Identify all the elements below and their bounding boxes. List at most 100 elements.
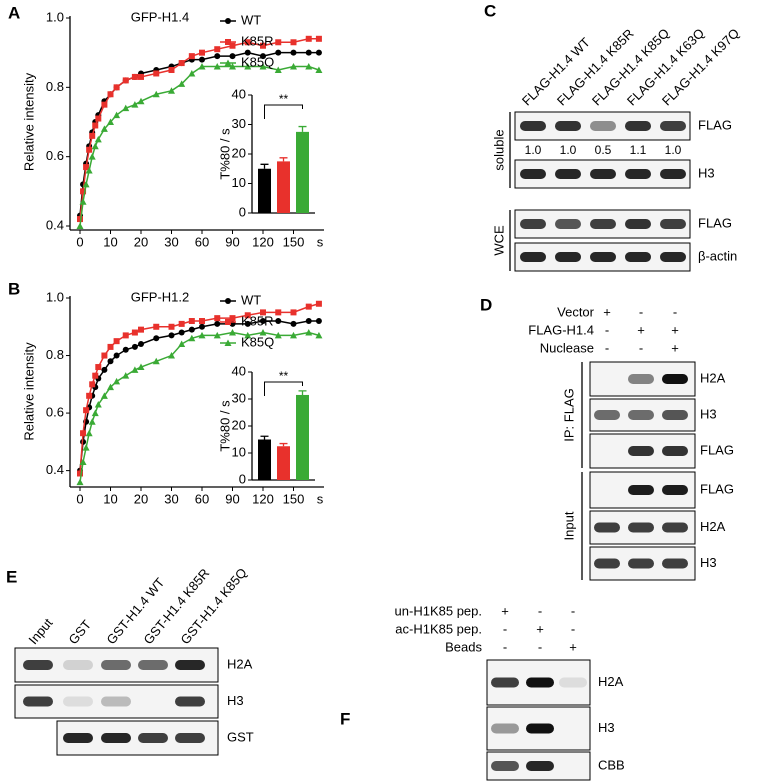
- legend-marker: [225, 298, 231, 304]
- data-point: [77, 216, 83, 223]
- y-tick-label: 1.0: [46, 9, 64, 24]
- data-point: [88, 418, 96, 425]
- data-point: [259, 329, 267, 336]
- data-point: [275, 49, 282, 56]
- y-tick-label: 20: [232, 417, 246, 432]
- data-point: [260, 42, 266, 49]
- bar: [277, 446, 290, 480]
- error-bar: [298, 390, 307, 395]
- band: [660, 219, 686, 229]
- data-point: [275, 309, 282, 316]
- legend-marker: [225, 39, 231, 45]
- band: [63, 660, 93, 670]
- error-bar: [260, 435, 269, 440]
- data-point: [178, 329, 185, 336]
- data-point: [213, 331, 221, 339]
- data-point: [188, 326, 195, 333]
- band: [175, 696, 205, 707]
- x-tick-label: 0: [76, 234, 83, 249]
- group-label: Input: [561, 511, 576, 540]
- data-point: [290, 49, 297, 56]
- condition-sign: -: [605, 322, 609, 337]
- x-tick-label: 90: [225, 491, 239, 506]
- x-tick-label: 30: [164, 234, 178, 249]
- band: [555, 121, 581, 131]
- y-tick-label: 0: [239, 204, 246, 219]
- band: [63, 733, 93, 743]
- band: [594, 558, 620, 569]
- legend-marker: [225, 18, 231, 24]
- group-label: WCE: [491, 225, 506, 256]
- data-point: [131, 366, 139, 373]
- data-point: [131, 73, 138, 80]
- x-unit: s: [317, 491, 324, 506]
- band: [555, 252, 581, 262]
- x-tick-label: 120: [252, 491, 274, 506]
- bar: [296, 131, 309, 213]
- data-point: [76, 222, 84, 229]
- y-axis-label: Relative intensity: [21, 342, 36, 441]
- band: [590, 121, 616, 131]
- y-tick-label: 0.8: [46, 347, 64, 362]
- row-label: FLAG: [700, 442, 734, 457]
- condition-sign: +: [671, 322, 679, 337]
- data-point: [178, 60, 185, 67]
- data-point: [168, 323, 175, 330]
- x-tick-label: 10: [103, 234, 117, 249]
- data-point: [178, 340, 186, 348]
- band: [660, 169, 686, 179]
- legend-marker: [225, 319, 231, 325]
- data-point: [79, 198, 87, 205]
- y-tick-label: 30: [232, 390, 246, 405]
- data-point: [168, 352, 175, 359]
- condition-sign: -: [538, 603, 542, 618]
- band: [628, 374, 654, 384]
- lane-label: GST: [65, 617, 94, 647]
- data-point: [198, 63, 206, 70]
- data-point: [188, 69, 196, 77]
- chart-title: GFP-H1.4: [131, 9, 190, 24]
- row-label: H3: [700, 406, 717, 421]
- y-tick-label: 20: [232, 145, 246, 160]
- condition-label: Vector: [557, 304, 595, 319]
- data-point: [107, 383, 114, 391]
- band: [520, 121, 546, 131]
- legend-label: K85Q: [241, 54, 274, 69]
- band: [526, 761, 554, 771]
- data-point: [82, 180, 90, 188]
- data-point: [315, 318, 322, 325]
- data-point: [89, 381, 96, 388]
- data-point: [83, 164, 90, 171]
- data-point: [290, 320, 297, 327]
- y-tick-label: 10: [232, 444, 246, 459]
- quantification: 1.0: [560, 143, 577, 157]
- band: [138, 733, 168, 743]
- band: [628, 446, 654, 456]
- data-point: [275, 318, 282, 325]
- data-point: [138, 326, 144, 333]
- row-label: H3: [700, 555, 717, 570]
- data-point: [122, 372, 130, 379]
- legend-label: K85R: [241, 33, 274, 48]
- band: [23, 660, 53, 670]
- data-point: [178, 320, 185, 327]
- data-point: [305, 35, 312, 42]
- data-point: [86, 146, 93, 153]
- condition-sign: +: [569, 639, 577, 654]
- data-point: [168, 332, 175, 339]
- panel-label: F: [340, 709, 350, 728]
- band: [491, 723, 519, 734]
- x-tick-label: 20: [134, 234, 148, 249]
- band: [559, 677, 587, 688]
- data-point: [131, 343, 138, 350]
- condition-sign: -: [503, 621, 507, 636]
- row-label: H3: [698, 165, 715, 180]
- data-point: [152, 357, 160, 365]
- legend-label: WT: [241, 292, 261, 307]
- data-point: [275, 39, 282, 46]
- condition-label: FLAG-H1.4: [528, 322, 594, 337]
- band: [526, 723, 554, 734]
- quantification: 0.5: [595, 143, 612, 157]
- data-point: [122, 332, 129, 339]
